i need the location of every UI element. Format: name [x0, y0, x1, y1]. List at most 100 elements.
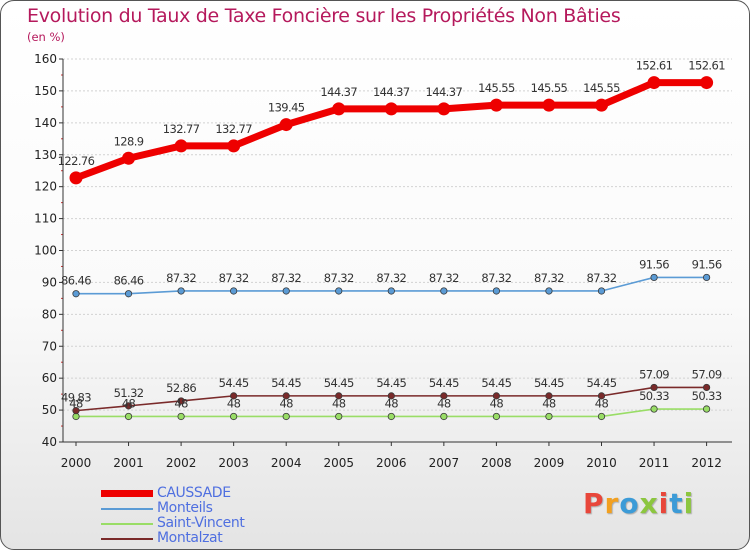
data-point	[177, 287, 185, 295]
data-label: 50.33	[639, 389, 669, 403]
data-label: 132.77	[215, 122, 252, 136]
data-label: 87.32	[534, 271, 564, 285]
x-tick-label: 2011	[639, 456, 670, 470]
data-point	[492, 392, 500, 400]
data-point	[595, 98, 608, 112]
data-label: 144.37	[426, 85, 463, 99]
data-label: 87.32	[429, 271, 459, 285]
data-point	[122, 151, 136, 165]
data-label: 48	[69, 396, 83, 410]
x-tick-label: 2003	[218, 456, 249, 470]
data-label: 52.86	[166, 381, 196, 395]
data-point	[124, 402, 133, 410]
data-label: 49.83	[61, 391, 91, 405]
data-point	[387, 412, 395, 421]
legend-label: Saint-Vincent	[157, 515, 245, 531]
chart-subtitle: (en %)	[27, 30, 65, 44]
data-point	[702, 383, 711, 392]
data-point	[282, 392, 290, 400]
data-label: 51.32	[114, 386, 144, 400]
data-point	[650, 405, 658, 413]
data-point	[335, 287, 343, 295]
logo-letter: P	[583, 487, 605, 520]
data-point	[332, 102, 346, 116]
legend-swatch	[101, 507, 153, 510]
data-point	[650, 273, 658, 282]
data-point	[700, 76, 714, 90]
data-label: 54.45	[271, 376, 301, 390]
x-tick-label: 2001	[113, 456, 144, 470]
legend-item: Monteils	[101, 501, 244, 516]
x-tick-label: 2007	[429, 456, 460, 470]
data-label: 87.32	[219, 271, 249, 285]
data-label: 144.37	[320, 85, 357, 99]
legend-item: Saint-Vincent	[101, 515, 245, 531]
data-label: 48	[595, 396, 609, 410]
data-label: 54.45	[324, 376, 354, 390]
data-point	[230, 287, 238, 295]
data-point	[387, 392, 395, 400]
data-label: 128.9	[114, 134, 144, 148]
data-point	[647, 76, 661, 90]
data-label: 87.32	[271, 271, 301, 285]
data-label: 122.76	[58, 154, 95, 168]
data-label: 48	[332, 396, 346, 410]
data-point	[440, 412, 448, 421]
proxiti-logo: Proxiti	[583, 487, 694, 520]
data-point	[124, 412, 133, 421]
data-point	[174, 139, 188, 153]
logo-letter: i	[683, 487, 695, 520]
y-tick-label: 120	[34, 180, 57, 194]
x-tick-label: 2010	[586, 456, 617, 470]
legend-label: Monteils	[157, 500, 213, 516]
data-label: 139.45	[268, 101, 305, 115]
x-tick-label: 2004	[271, 456, 302, 470]
data-point	[702, 405, 711, 413]
data-label: 54.45	[534, 376, 564, 390]
data-label: 48	[174, 396, 188, 410]
data-label: 50.33	[692, 389, 722, 403]
data-point	[177, 412, 185, 421]
data-label: 86.46	[114, 274, 144, 288]
x-tick-label: 2009	[534, 456, 565, 470]
data-label: 87.32	[376, 271, 406, 285]
y-tick-label: 100	[34, 244, 57, 258]
data-label: 57.09	[692, 367, 722, 381]
logo-letter: x	[639, 487, 659, 520]
y-tick-label: 70	[42, 339, 57, 353]
data-point	[282, 287, 290, 295]
data-point	[69, 171, 83, 185]
logo-letter: o	[619, 487, 640, 520]
logo-letter: i	[658, 487, 670, 520]
data-point	[72, 407, 80, 415]
data-label: 87.32	[324, 271, 354, 285]
data-label: 54.45	[376, 376, 406, 390]
data-point	[545, 412, 553, 421]
y-tick-label: 60	[42, 371, 57, 385]
data-label: 132.77	[163, 122, 200, 136]
y-tick-label: 40	[42, 435, 57, 449]
data-label: 87.32	[587, 271, 617, 285]
data-point	[597, 392, 606, 400]
x-tick-label: 2008	[481, 456, 512, 470]
data-label: 87.32	[166, 271, 196, 285]
data-point	[230, 412, 238, 421]
y-tick-label: 150	[34, 84, 57, 98]
data-point	[230, 392, 238, 400]
data-point	[440, 287, 448, 295]
data-label: 54.45	[219, 376, 249, 390]
data-label: 48	[385, 396, 399, 410]
data-point	[650, 383, 658, 392]
legend-swatch	[101, 522, 153, 525]
data-label: 91.56	[692, 257, 722, 271]
data-label: 57.09	[639, 367, 669, 381]
x-tick-label: 2012	[691, 456, 722, 470]
data-point	[72, 412, 80, 421]
data-point	[384, 102, 398, 116]
data-point	[545, 287, 553, 295]
x-tick-label: 2002	[166, 456, 197, 470]
logo-letter: t	[669, 487, 684, 520]
y-tick-label: 90	[42, 275, 57, 289]
